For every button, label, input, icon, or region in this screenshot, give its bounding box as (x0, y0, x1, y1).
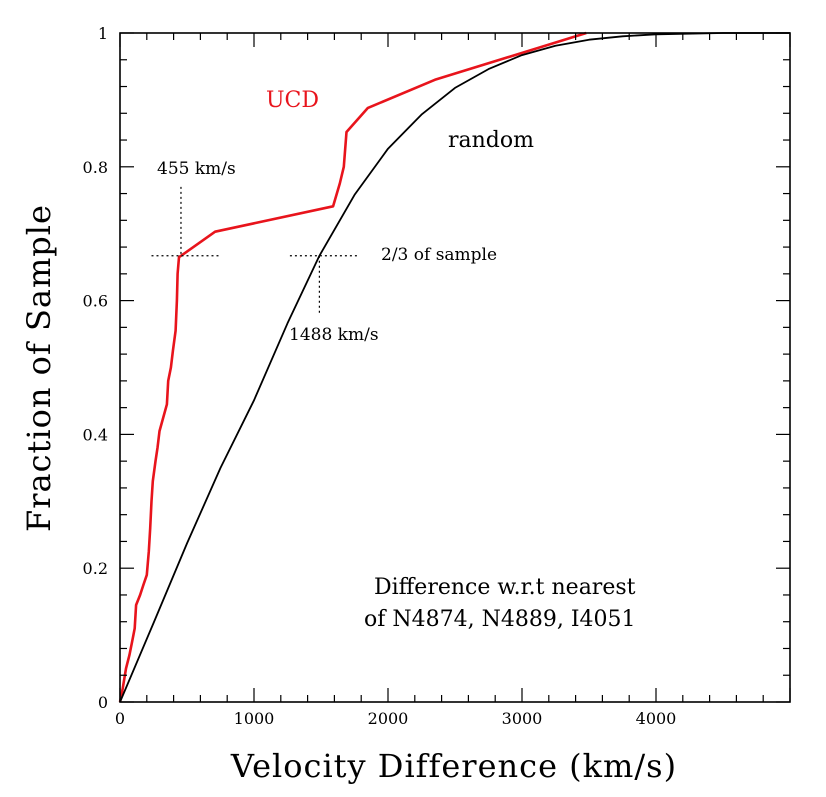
y-axis-title: Fraction of Sample (20, 204, 58, 532)
note-line-2: of N4874, N4889, I4051 (364, 607, 636, 632)
plot-frame (119, 32, 791, 703)
y-tick-label: 0 (98, 693, 108, 712)
note-line-1: Difference w.r.t nearest (374, 575, 636, 600)
x-tick-label: 0 (115, 709, 125, 728)
y-tick-label: 0.6 (83, 292, 108, 311)
random-series-label: random (448, 128, 534, 153)
y-tick-label: 0.8 (83, 158, 108, 177)
x-tick-label: 4000 (636, 709, 677, 728)
x-tick-label: 3000 (502, 709, 543, 728)
random-median-label: 1488 km/s (289, 325, 379, 345)
y-tick-label: 1 (98, 24, 108, 43)
series-line-random (119, 32, 790, 703)
ucd-series-label: UCD (266, 88, 319, 113)
fraction-label: 2/3 of sample (381, 245, 497, 265)
series-line-ucd (118, 31, 587, 703)
ucd-median-label: 455 km/s (157, 159, 236, 179)
plot-layer (118, 31, 790, 703)
x-tick-label: 1000 (234, 709, 275, 728)
x-axis-title: Velocity Difference (km/s) (230, 747, 677, 785)
x-tick-label: 2000 (368, 709, 409, 728)
y-tick-label: 0.4 (83, 425, 108, 444)
axes: 0 1000 2000 3000 4000 0 0.2 0.4 0.6 0.8 1 (83, 24, 791, 728)
y-tick-label: 0.2 (83, 559, 108, 578)
